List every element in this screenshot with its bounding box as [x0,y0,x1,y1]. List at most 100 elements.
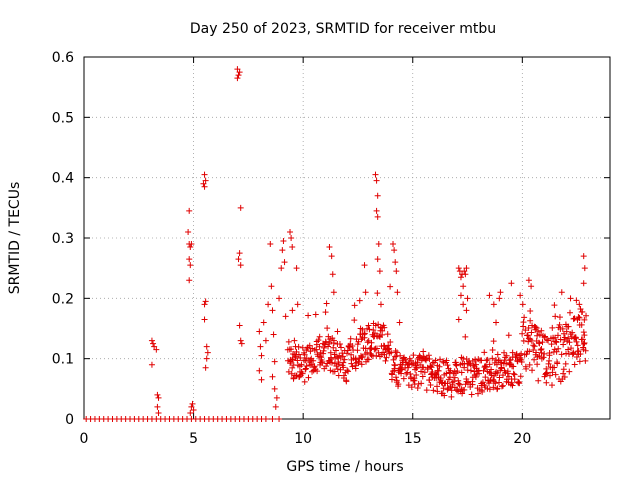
data-point [327,349,334,356]
data-point [486,386,493,393]
data-point [453,362,460,369]
data-point [490,384,497,391]
data-point [573,297,580,304]
data-point [432,371,439,378]
data-point [509,382,516,389]
data-point [391,247,398,254]
data-point [390,356,397,363]
data-point [561,373,568,380]
data-point [571,361,578,368]
data-point [558,351,565,358]
data-point [494,351,501,358]
data-point [314,368,321,375]
data-point [305,312,312,319]
data-point [416,352,423,359]
data-point [349,363,356,370]
data-point [548,341,555,348]
data-point [563,350,570,357]
data-point [496,295,503,302]
data-point [548,382,555,389]
data-point [270,331,277,338]
y-tick-label: 0 [65,412,74,428]
data-point [552,371,559,378]
data-point [289,356,296,363]
x-axis-label: GPS time / hours [286,459,403,475]
data-point [310,357,317,364]
data-point [518,350,525,357]
data-point [565,323,572,330]
data-point [260,319,267,326]
data-point [572,334,579,341]
data-point [234,66,241,73]
data-point [502,354,509,361]
data-point [393,374,400,381]
data-point [234,75,241,82]
data-point [317,349,324,356]
data-point [262,337,269,344]
data-point [347,335,354,342]
data-point [297,354,304,361]
data-point [372,171,379,178]
axis-ticks: 0 0.1 0.2 0.3 0.4 0.5 0.6 0 5 10 15 20 [52,50,610,447]
data-point [294,301,301,308]
data-point [344,367,351,374]
data-point [374,192,381,199]
data-point [543,369,550,376]
data-point [201,316,208,323]
data-point [373,207,380,214]
data-point [387,339,394,346]
data-point [503,360,510,367]
data-point [460,301,467,308]
x-tick-label: 15 [404,431,422,447]
data-point [285,338,292,345]
data-point [423,387,430,394]
data-point [573,338,580,345]
data-point [293,265,300,272]
data-point [508,379,515,386]
data-point [281,259,288,266]
data-point [543,370,550,377]
data-point [323,363,330,370]
data-point [428,364,435,371]
data-point [305,374,312,381]
data-point [190,406,197,413]
data-point [282,313,289,320]
data-point [543,379,550,386]
data-point [295,351,302,358]
data-point [390,241,397,248]
data-point [256,367,263,374]
data-point [338,344,345,351]
data-point [473,361,480,368]
data-point [269,416,276,422]
data-point [420,348,427,355]
data-point [330,344,337,351]
data-point [561,334,568,341]
data-point [568,345,575,352]
data-point [483,357,490,364]
data-point [289,307,296,314]
data-point [535,377,542,384]
data-point [326,244,333,251]
data-point [526,348,533,355]
data-point [269,373,276,380]
data-point [312,311,319,318]
data-point [322,309,329,316]
data-point [351,317,358,324]
data-point [519,330,526,337]
data-point [236,69,243,76]
data-point [577,350,584,357]
data-point [188,241,195,248]
data-point [288,370,295,377]
data-point [425,352,432,359]
data-point [457,292,464,299]
data-point [278,265,285,272]
data-point [484,356,491,363]
data-point [391,353,398,360]
data-point [374,213,381,220]
data-point [486,292,493,299]
data-point [493,361,500,368]
data-point [455,265,462,272]
data-point [541,350,548,357]
data-point [486,361,493,368]
data-point [237,337,244,344]
